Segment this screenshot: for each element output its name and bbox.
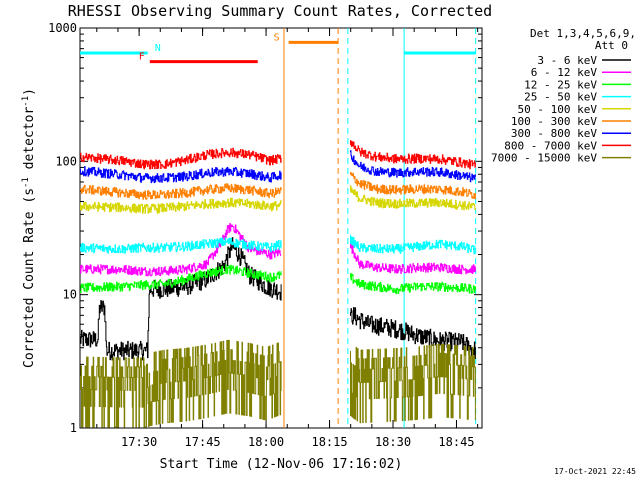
- y-axis-label-text: Corrected Count Rate (s: [22, 188, 37, 368]
- attenuator-label: N: [155, 43, 161, 54]
- legend-entry-label: 50 - 100 keV: [518, 103, 598, 116]
- generation-timestamp: 17-Oct-2021 22:45: [554, 467, 636, 476]
- series-line: [80, 237, 282, 361]
- x-tick-label: 18:15: [311, 435, 347, 449]
- series-line: [350, 150, 476, 183]
- legend-header-line1: Det 1,3,4,5,6,9,: [530, 27, 636, 40]
- series-line: [350, 343, 476, 424]
- legend-header-line2: Att 0: [595, 39, 628, 52]
- series-line: [350, 140, 476, 170]
- series-line: [350, 242, 476, 275]
- x-tick-label: 18:00: [248, 435, 284, 449]
- series-line: [350, 172, 476, 200]
- x-axis-label: Start Time (12-Nov-06 17:16:02): [160, 457, 403, 472]
- x-tick-label: 18:45: [438, 435, 474, 449]
- plot-border: [79, 27, 483, 429]
- series-line: [80, 237, 282, 254]
- y-axis: 1 10 100 1000: [48, 21, 482, 435]
- legend-entry-label: 6 - 12 keV: [531, 66, 598, 79]
- series-line: [350, 273, 476, 295]
- y-tick-label: 1000: [48, 21, 77, 35]
- series-line: [80, 197, 282, 214]
- y-axis-label: Corrected Count Rate (s-1 detector-1): [21, 88, 37, 368]
- legend-entry-label: 3 - 6 keV: [537, 54, 597, 67]
- y-tick-label: 1: [70, 421, 77, 435]
- attenuator-markers: NF S: [80, 32, 476, 64]
- y-axis-label-sup1: -1: [21, 177, 31, 188]
- legend-entry-label: 12 - 25 keV: [524, 78, 597, 91]
- x-tick-label: 17:30: [121, 435, 157, 449]
- legend-entry-label: 100 - 300 keV: [511, 115, 597, 128]
- series-line: [350, 185, 476, 211]
- x-tick-label: 18:30: [375, 435, 411, 449]
- plot-frame: [79, 27, 483, 429]
- legend-entry-label: 25 - 50 keV: [524, 91, 597, 104]
- legend-entry-label: 800 - 7000 keV: [504, 139, 597, 152]
- legend-entry-label: 300 - 800 keV: [511, 127, 597, 140]
- series-line: [80, 147, 282, 170]
- legend-entry-label: 7000 - 15000 keV: [491, 152, 597, 165]
- series-line: [80, 183, 282, 200]
- y-axis-label-mid: detector: [22, 107, 37, 178]
- y-axis-label-end: ): [22, 88, 37, 96]
- series-layer: [80, 140, 476, 428]
- y-tick-label: 10: [63, 288, 77, 302]
- y-axis-label-sup2: -1: [21, 96, 31, 107]
- chart-title: RHESSI Observing Summary Count Rates, Co…: [68, 2, 492, 20]
- series-line: [350, 234, 476, 255]
- series-line: [80, 166, 282, 184]
- y-tick-label: 100: [55, 154, 77, 168]
- series-line: [80, 339, 282, 428]
- x-axis: 17:30 17:45 18:00 18:15 18:30 18:45: [96, 28, 479, 449]
- attenuator-label: F: [139, 52, 145, 63]
- series-line: [80, 264, 282, 293]
- series-line: [80, 223, 282, 277]
- attenuator-label: S: [274, 32, 280, 43]
- x-tick-label: 17:45: [185, 435, 221, 449]
